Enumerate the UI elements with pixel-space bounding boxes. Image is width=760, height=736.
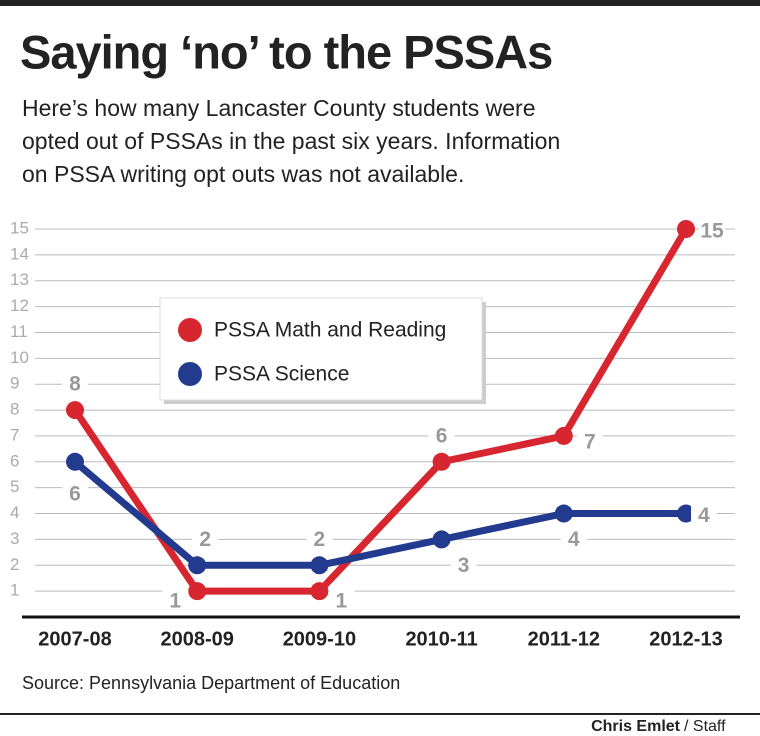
x-tick-label: 2012-13 bbox=[649, 628, 722, 650]
data-point bbox=[432, 452, 451, 471]
series-line bbox=[72, 459, 686, 569]
data-label: 8 bbox=[69, 373, 81, 396]
y-tick-label: 3 bbox=[10, 529, 19, 548]
y-tick-label: 14 bbox=[10, 244, 29, 263]
data-point bbox=[677, 504, 695, 523]
data-point bbox=[310, 556, 329, 575]
data-label: 6 bbox=[69, 482, 81, 505]
x-tick-label: 2011-12 bbox=[528, 628, 600, 650]
data-label: 4 bbox=[698, 504, 710, 527]
data-point bbox=[66, 401, 84, 420]
data-label: 4 bbox=[568, 528, 580, 551]
data-point bbox=[66, 452, 84, 471]
legend-marker bbox=[178, 362, 202, 386]
label-bg bbox=[62, 372, 88, 397]
label-bg bbox=[560, 527, 587, 552]
x-tick-label: 2007-08 bbox=[38, 628, 111, 650]
data-point bbox=[554, 426, 573, 445]
label-bg bbox=[306, 527, 333, 552]
y-tick-label: 2 bbox=[10, 555, 19, 574]
y-tick-label: 7 bbox=[10, 425, 19, 444]
label-bg bbox=[576, 429, 603, 454]
data-label: 6 bbox=[436, 424, 448, 447]
credit-role: / Staff bbox=[684, 718, 726, 735]
y-tick-label: 6 bbox=[10, 451, 19, 470]
data-point bbox=[310, 582, 329, 601]
y-tick-label: 11 bbox=[10, 322, 28, 341]
data-point bbox=[677, 220, 695, 238]
data-label: 2 bbox=[314, 528, 326, 551]
x-tick-label: 2008-09 bbox=[160, 628, 233, 650]
y-tick-label: 9 bbox=[10, 374, 19, 393]
legend bbox=[159, 297, 483, 401]
legend-marker bbox=[178, 318, 202, 342]
label-bg bbox=[428, 423, 455, 448]
legend-label: PSSA Science bbox=[214, 363, 349, 386]
y-tick-label: 12 bbox=[10, 296, 29, 315]
x-tick-label: 2009-10 bbox=[283, 628, 356, 650]
y-tick-label: 13 bbox=[10, 270, 29, 289]
y-tick-label: 5 bbox=[10, 477, 19, 496]
data-point bbox=[188, 556, 207, 575]
y-tick-label: 15 bbox=[10, 218, 29, 237]
label-bg bbox=[62, 481, 88, 506]
y-tick-label: 10 bbox=[10, 348, 29, 367]
legend-label: PSSA Math and Reading bbox=[214, 319, 446, 342]
subtitle: Here’s how many Lancaster County student… bbox=[22, 95, 561, 187]
data-label: 3 bbox=[458, 554, 470, 577]
data-label: 7 bbox=[584, 430, 596, 453]
x-tick-label: 2010-11 bbox=[405, 628, 477, 650]
label-bg bbox=[699, 219, 725, 243]
y-tick-label: 8 bbox=[10, 400, 19, 419]
label-bg bbox=[162, 589, 189, 614]
top-bar bbox=[0, 0, 760, 6]
data-point bbox=[554, 504, 573, 523]
y-tick-label: 1 bbox=[10, 581, 19, 600]
label-bg bbox=[450, 553, 477, 578]
source: Source: Pennsylvania Department of Educa… bbox=[22, 673, 400, 693]
data-point bbox=[188, 582, 207, 601]
label-bg bbox=[691, 503, 717, 528]
chart-title: Saying ‘no’ to the PSSAs bbox=[20, 25, 552, 78]
data-point bbox=[432, 530, 451, 549]
label-bg bbox=[192, 527, 219, 552]
credit-name: Chris Emlet bbox=[591, 718, 681, 735]
label-bg bbox=[328, 589, 355, 614]
y-tick-label: 4 bbox=[10, 503, 19, 522]
series-line bbox=[72, 227, 690, 595]
data-label: 1 bbox=[169, 590, 181, 613]
data-label: 1 bbox=[336, 590, 348, 613]
data-label: 2 bbox=[199, 528, 211, 551]
data-label: 15 bbox=[700, 220, 724, 243]
